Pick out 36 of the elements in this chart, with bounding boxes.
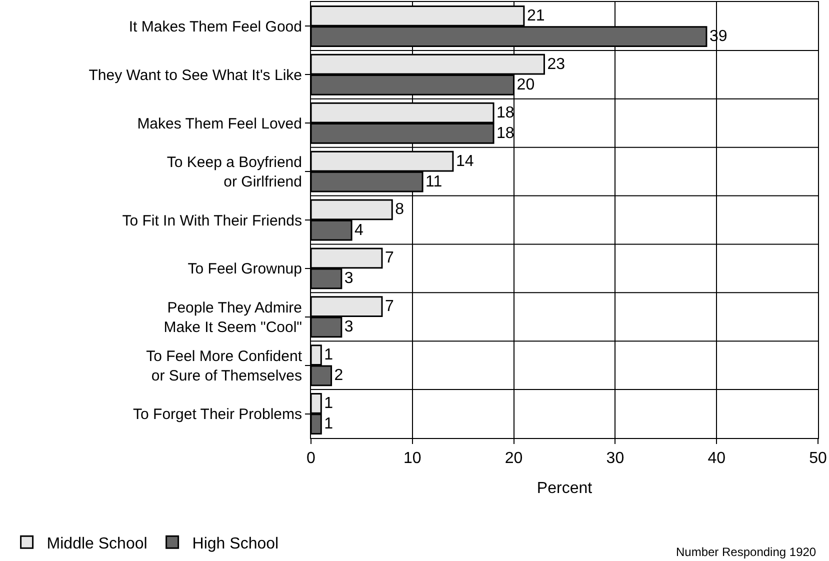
data-label: 4	[354, 222, 364, 239]
text: Number Responding 1920	[676, 545, 816, 559]
x-tick-label: 30	[606, 450, 624, 468]
y-tick-label: People They Admire Make It Seem "Cool"	[164, 299, 302, 336]
x-tick-label: 0	[306, 450, 316, 468]
y-tick-label: They Want to See What It's Like	[88, 66, 302, 84]
data-label: 1	[324, 346, 334, 364]
data-label: 7	[384, 298, 394, 316]
data-label: 1	[324, 416, 334, 433]
data-label: 2	[334, 367, 344, 384]
x-tick-label: 50	[809, 450, 827, 468]
data-label: 11	[426, 173, 442, 190]
data-label: 14	[456, 152, 474, 170]
x-tick-label: 40	[708, 450, 726, 468]
y-tick-label: Makes Them Feel Loved	[137, 115, 302, 132]
x-tick-label: 20	[504, 450, 523, 468]
y-tick-label: To Feel More Confident or Sure of Themselves	[146, 348, 303, 384]
x-tick-label: 10	[404, 450, 422, 468]
data-label: 1	[324, 394, 334, 412]
data-label: 18	[496, 104, 514, 122]
legend-label: Middle School	[46, 535, 148, 552]
y-tick-label: It Makes Them Feel Good	[128, 18, 302, 36]
y-tick-label: To Keep a Boyfriend or Girlfriend	[166, 154, 302, 191]
data-label: 20	[516, 76, 535, 94]
legend-label: High School	[192, 535, 279, 552]
y-tick-label: To Feel Grownup	[188, 260, 302, 278]
data-label: 8	[395, 201, 404, 218]
data-label: 21	[526, 7, 545, 24]
x-axis-title: Percent	[536, 480, 593, 497]
y-tick-label: To Fit In With Their Friends	[122, 212, 302, 230]
data-label: 23	[547, 56, 566, 73]
data-label: 7	[384, 250, 394, 267]
data-label: 18	[496, 124, 514, 142]
data-label: 3	[344, 318, 354, 336]
y-tick-label: To Forget Their Problems	[133, 406, 302, 424]
data-label: 3	[344, 270, 354, 288]
